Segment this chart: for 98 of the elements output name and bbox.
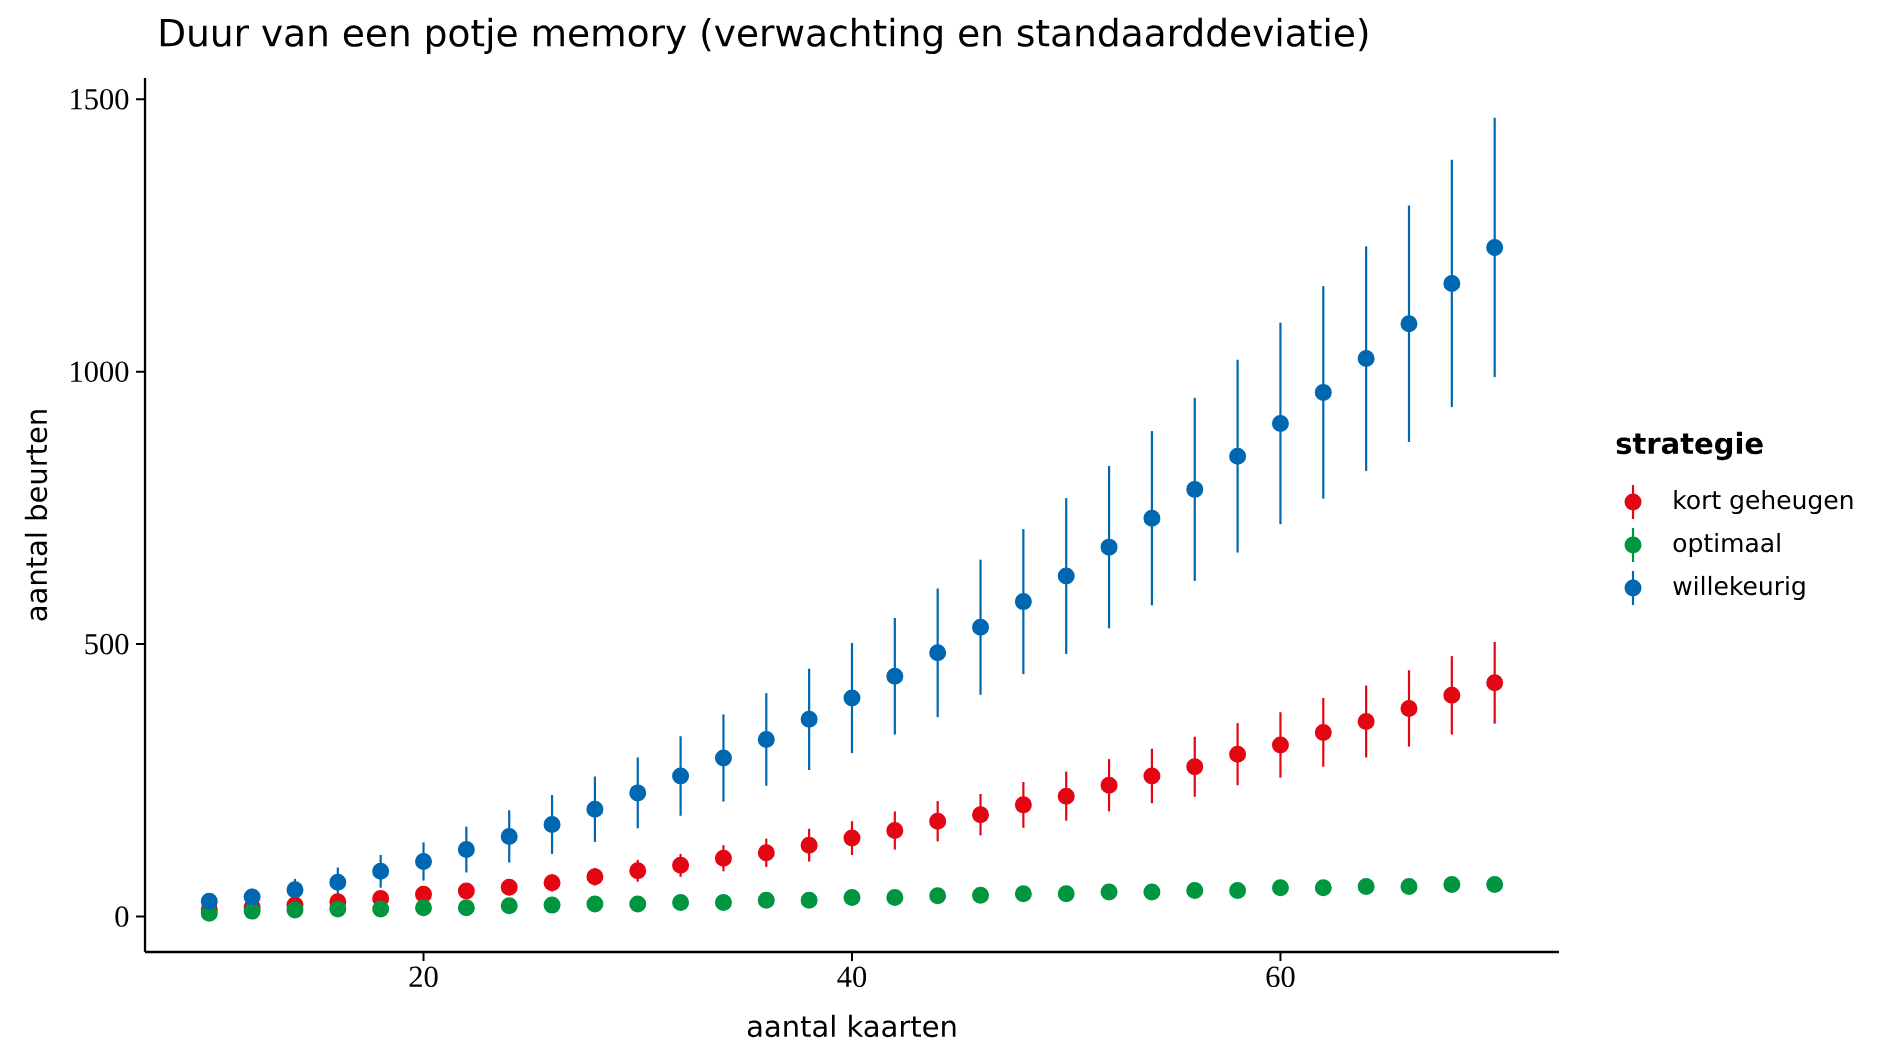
legend-label: willekeurig [1673,575,1805,601]
point [1014,885,1032,903]
point [800,710,818,728]
point [1186,881,1204,899]
point [415,899,433,917]
point [1057,885,1075,903]
point [415,853,433,871]
point [286,901,304,919]
point [629,895,647,913]
point [543,874,561,892]
legend-label: optimaal [1673,532,1780,558]
point [972,806,990,824]
point [1314,723,1332,741]
point [757,891,775,909]
y-tick-label: 1000 [71,361,129,382]
point [1100,538,1118,556]
legend-title: strategie [1616,431,1763,461]
point [1229,745,1247,763]
point [586,800,604,818]
point [586,895,604,913]
point [1357,878,1375,896]
point [1271,736,1289,754]
chart-title: Duur van een potje memory (verwachting en standaarddeviatie) [160,17,1368,55]
point [886,889,904,906]
point [843,829,861,847]
point [243,902,261,920]
point [1271,414,1289,432]
point [800,891,818,909]
point [543,896,561,914]
point [500,897,518,915]
point [372,862,390,880]
point [1057,567,1075,585]
point [843,889,861,906]
y-tick-label: 0 [115,906,129,927]
point [1400,878,1418,896]
point [457,899,475,917]
point [714,849,732,867]
point [929,887,947,905]
point [457,882,475,900]
point [886,821,904,839]
point [457,841,475,859]
point [1357,350,1375,368]
point [886,667,904,685]
point [672,856,690,874]
point [372,900,390,918]
legend-label: kort geheugen [1674,489,1853,515]
point [1014,593,1032,611]
point [629,784,647,802]
point [500,878,518,896]
point [1314,383,1332,401]
x-tick-label: 60 [1266,966,1295,988]
point [672,893,690,911]
point [243,888,261,906]
point [500,827,518,845]
point [1014,796,1032,814]
point [1357,713,1375,730]
point [672,767,690,785]
point [714,893,732,911]
point [843,689,861,707]
y-axis-title: aantal beurten [24,410,48,621]
point [1143,509,1161,527]
point [1486,875,1504,893]
point [1400,699,1418,717]
point [1186,758,1204,776]
point [1443,875,1461,893]
point [972,886,990,904]
point [1229,447,1247,465]
point [1271,879,1289,897]
point [757,844,775,862]
point [1186,480,1204,498]
point [1443,686,1461,704]
x-tick-label: 40 [837,966,867,988]
x-axis-title: aantal kaarten [747,1014,956,1038]
point [200,892,218,910]
point [1229,881,1247,899]
point [1486,238,1504,256]
point [1143,767,1161,785]
point [1100,883,1118,901]
point [415,885,433,903]
point [543,815,561,833]
point [714,749,732,767]
point [1057,787,1075,805]
point [1100,776,1118,794]
x-tick-label: 20 [409,966,438,988]
point [586,868,604,886]
point [329,900,347,918]
point [929,812,947,830]
y-tick-label: 1500 [71,88,129,110]
point [972,618,990,636]
point [1486,674,1504,692]
point [1143,883,1161,901]
point [1443,274,1461,292]
y-tick-label: 500 [85,633,129,655]
point [1400,315,1418,333]
point [800,836,818,854]
point [757,730,775,748]
point [929,644,947,662]
point [1314,879,1332,897]
